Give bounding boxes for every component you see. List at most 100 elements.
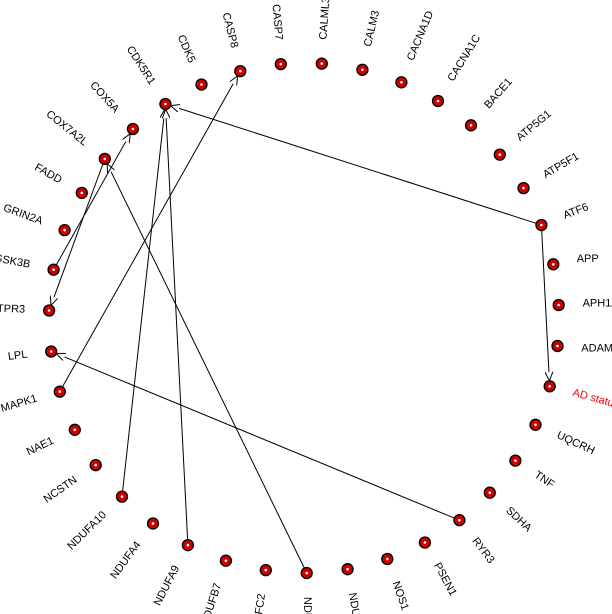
- edge-atf6-to-ad-status: [541, 230, 550, 381]
- node-fadd: [75, 186, 88, 200]
- node-psen1: [418, 536, 432, 549]
- node-ndufv3: [341, 563, 354, 576]
- node-label-psen1: PSEN1: [431, 561, 459, 598]
- node-cox5a: [126, 122, 140, 136]
- node-label-ad-status: AD status: [571, 387, 612, 411]
- node-center-dot: [279, 62, 283, 66]
- node-label-sdha: SDHA: [503, 505, 534, 535]
- node-center-dot: [436, 99, 440, 103]
- node-label-cdk5: CDK5: [175, 33, 198, 65]
- node-center-dot: [49, 350, 53, 353]
- node-label-ndufa9: NDUFA9: [152, 564, 182, 608]
- node-label-calm3: CALM3: [362, 9, 382, 47]
- node-label-cacna1d: CACNA1D: [405, 9, 436, 62]
- node-center-dot: [305, 571, 309, 575]
- node-label-atp5g1: ATP5G1: [514, 108, 553, 144]
- node-center-dot: [498, 153, 502, 156]
- node-center-dot: [458, 518, 461, 522]
- node-center-dot: [94, 463, 97, 467]
- node-ndufb7: [219, 554, 233, 567]
- node-center-dot: [534, 423, 537, 427]
- node-nae1: [68, 423, 81, 436]
- node-ndufa10: [115, 490, 129, 503]
- node-center-dot: [164, 102, 167, 106]
- node-center-dot: [120, 495, 124, 498]
- node-center-dot: [200, 83, 203, 86]
- node-center-dot: [73, 428, 77, 432]
- nodes-layer: [42, 57, 565, 580]
- edge-gsk3b-to-cox5a: [55, 134, 130, 266]
- node-label-cacna1c: CACNA1C: [445, 33, 483, 84]
- node-label-atf6: ATF6: [562, 201, 591, 222]
- edge-ndufs4-to-cox7a2l: [107, 164, 305, 569]
- edge-atf6-to-cdk5r1: [171, 106, 537, 224]
- node-center-dot: [47, 309, 51, 312]
- node-cacna1d: [395, 76, 408, 89]
- node-itpr3: [42, 304, 56, 317]
- edges-layer: [51, 76, 550, 569]
- node-center-dot: [488, 491, 492, 495]
- node-label-cdk5r1: CDK5R1: [124, 44, 158, 87]
- node-center-dot: [52, 268, 55, 272]
- node-center-dot: [423, 541, 427, 544]
- node-center-dot: [548, 385, 551, 388]
- node-label-app: APP: [577, 253, 599, 265]
- node-sdha: [483, 486, 496, 499]
- node-ndufc2: [259, 563, 272, 577]
- node-label-ndufa10: NDUFA10: [65, 509, 109, 552]
- node-center-dot: [346, 567, 349, 571]
- node-center-dot: [361, 68, 364, 72]
- node-center-dot: [131, 127, 135, 131]
- node-label-grin2a: GRIN2A: [2, 202, 45, 228]
- node-center-dot: [469, 124, 473, 127]
- node-ndufs4: [300, 566, 313, 580]
- node-label-lpl: LPL: [7, 349, 28, 363]
- node-center-dot: [386, 557, 389, 561]
- node-center-dot: [103, 157, 107, 161]
- node-label-gsk3b: GSK3B: [0, 252, 31, 271]
- node-center-dot: [514, 459, 517, 462]
- node-cdk5r1: [159, 97, 172, 111]
- node-center-dot: [151, 522, 155, 525]
- node-label-cox7a2l: COX7A2L: [44, 108, 90, 148]
- node-lpl: [45, 345, 58, 358]
- node-cox7a2l: [98, 152, 111, 166]
- node-label-tnf: TNF: [532, 469, 557, 491]
- node-center-dot: [239, 69, 242, 73]
- node-label-nae1: NAE1: [25, 435, 56, 458]
- node-label-uqcrh: UQCRH: [555, 429, 597, 457]
- node-nos1: [381, 552, 394, 566]
- node-uqcrh: [529, 418, 542, 431]
- edge-ndufa9-to-cdk5r1: [166, 109, 189, 540]
- node-center-dot: [400, 81, 403, 84]
- node-calm3: [356, 63, 369, 76]
- node-label-ndufc2: NDUFC2: [250, 593, 269, 614]
- edge-ndufa10-to-cdk5r1: [122, 109, 165, 492]
- node-center-dot: [80, 191, 84, 195]
- node-label-casp7: CASP7: [269, 4, 284, 41]
- node-label-adam17: ADAM17: [581, 343, 612, 355]
- node-center-dot: [320, 62, 324, 65]
- edge-mapk1-to-casp8: [62, 76, 238, 388]
- node-label-atp5f1: ATP5F1: [541, 151, 581, 181]
- node-adam17: [551, 339, 564, 353]
- node-label-ndufa4: NDUFA4: [108, 539, 143, 581]
- node-tnf: [509, 454, 522, 467]
- node-center-dot: [63, 228, 66, 232]
- edge-ryr3-to-lpl: [56, 354, 455, 519]
- node-label-calml3: CALML3: [317, 0, 332, 40]
- node-label-ncstn: NCSTN: [42, 474, 80, 506]
- node-label-ryr3: RYR3: [469, 535, 496, 565]
- node-label-ndufb7: NDUFB7: [199, 582, 224, 614]
- node-center-dot: [186, 543, 190, 547]
- node-cdk5: [195, 78, 208, 91]
- node-cacna1c: [431, 94, 445, 108]
- node-ad-status: [543, 380, 556, 393]
- node-label-fadd: FADD: [32, 161, 63, 186]
- node-bace1: [464, 119, 478, 132]
- node-ndufa4: [146, 517, 160, 530]
- node-ryr3: [453, 514, 466, 527]
